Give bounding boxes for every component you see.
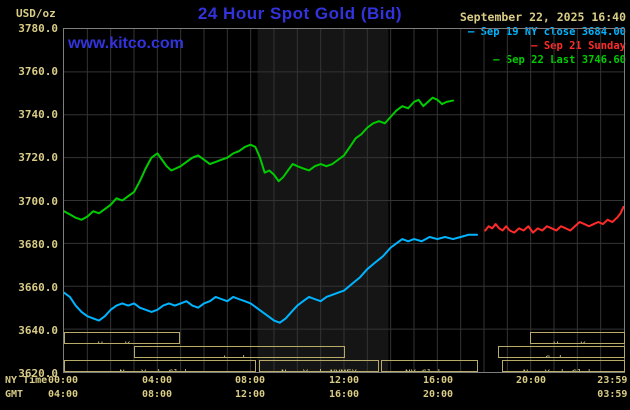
y-axis-label: 3660.0 <box>18 281 58 294</box>
series-line-2 <box>64 96 455 221</box>
legend-item-label: Sep 22 Last 3746.60 <box>505 54 626 66</box>
session-label: NY Globex <box>405 369 454 371</box>
y-axis-label: 3620.0 <box>18 367 58 380</box>
session-box: Hong Kong <box>530 332 625 344</box>
kitco-watermark-link[interactable]: www.kitco.com <box>68 35 184 52</box>
datetime-label: September 22, 2025 16:40 <box>459 10 626 24</box>
session-label: New York Globex <box>523 369 604 371</box>
y-axis-label: 3780.0 <box>18 22 58 35</box>
y-axis-label: 3680.0 <box>18 238 58 251</box>
session-label: Hong Kong <box>553 341 602 343</box>
session-label: Hong Kong <box>98 341 147 343</box>
x-tick-label: 03:59 <box>597 389 628 400</box>
session-box: Sydney <box>498 346 625 358</box>
legend-item-label: Sep 19 NY close 3684.00 <box>480 26 626 38</box>
y-axis-label: 3700.0 <box>18 195 58 208</box>
session-label: New York NYMEX <box>281 369 357 371</box>
session-box: New York Globex <box>64 360 256 372</box>
session-box: New York Globex <box>502 360 625 372</box>
x-axis-ny-row: 00:00 04:00 08:00 12:00 16:00 20:00 23:59 <box>0 375 630 388</box>
session-box: London <box>134 346 345 358</box>
y-axis-label: 3720.0 <box>18 151 58 164</box>
legend-item-label: Sep 21 Sunday <box>543 40 626 52</box>
session-label: Sydney <box>545 355 578 357</box>
gmt-axis-label: GMT <box>5 389 24 400</box>
legend-marker-dash: – <box>531 40 544 52</box>
x-tick-label: 04:00 <box>47 389 79 400</box>
session-box: Hong Kong <box>64 332 180 344</box>
legend: – Sep 19 NY close 3684.00– Sep 21 Sunday… <box>468 25 626 67</box>
price-chart-svg <box>64 29 624 372</box>
unit-label: USD/oz <box>16 7 56 20</box>
session-box: NY Globex <box>381 360 478 372</box>
x-axis-gmt-row: 04:00 08:00 12:00 16:00 20:00 03:59 <box>0 389 630 402</box>
y-axis-label: 3760.0 <box>18 65 58 78</box>
legend-item: – Sep 19 NY close 3684.00 <box>468 25 626 39</box>
session-box: New York NYMEX <box>259 360 379 372</box>
legend-marker-dash: – <box>467 26 481 38</box>
x-tick-label: 12:00 <box>234 389 266 400</box>
legend-item: – Sep 22 Last 3746.60 <box>468 53 626 67</box>
y-axis-label: 3740.0 <box>18 108 58 121</box>
legend-item: – Sep 21 Sunday <box>468 39 626 53</box>
legend-marker-dash: – <box>493 54 506 66</box>
ny-time-axis-label: NY Time <box>5 375 48 386</box>
x-tick-label: 08:00 <box>234 375 266 386</box>
session-label: London <box>223 355 256 357</box>
x-tick-label: 12:00 <box>328 375 360 386</box>
x-tick-label: 04:00 <box>141 375 173 386</box>
x-tick-label: 00:00 <box>47 375 79 386</box>
x-tick-label: 16:00 <box>422 375 454 386</box>
x-tick-label: 16:00 <box>328 389 360 400</box>
series-line-1 <box>484 205 624 234</box>
series-line-0 <box>64 233 479 324</box>
x-tick-label: 20:00 <box>422 389 454 400</box>
y-axis-label: 3640.0 <box>18 324 58 337</box>
x-tick-label: 20:00 <box>515 375 547 386</box>
x-tick-label: 08:00 <box>141 389 173 400</box>
chart-title: 24 Hour Spot Gold (Bid) <box>197 4 403 23</box>
plot-area: www.kitco.com Hong Kong Hong Kong London Sy… <box>63 28 625 373</box>
session-label: New York Globex <box>119 369 200 371</box>
x-tick-label: 23:59 <box>597 375 628 386</box>
